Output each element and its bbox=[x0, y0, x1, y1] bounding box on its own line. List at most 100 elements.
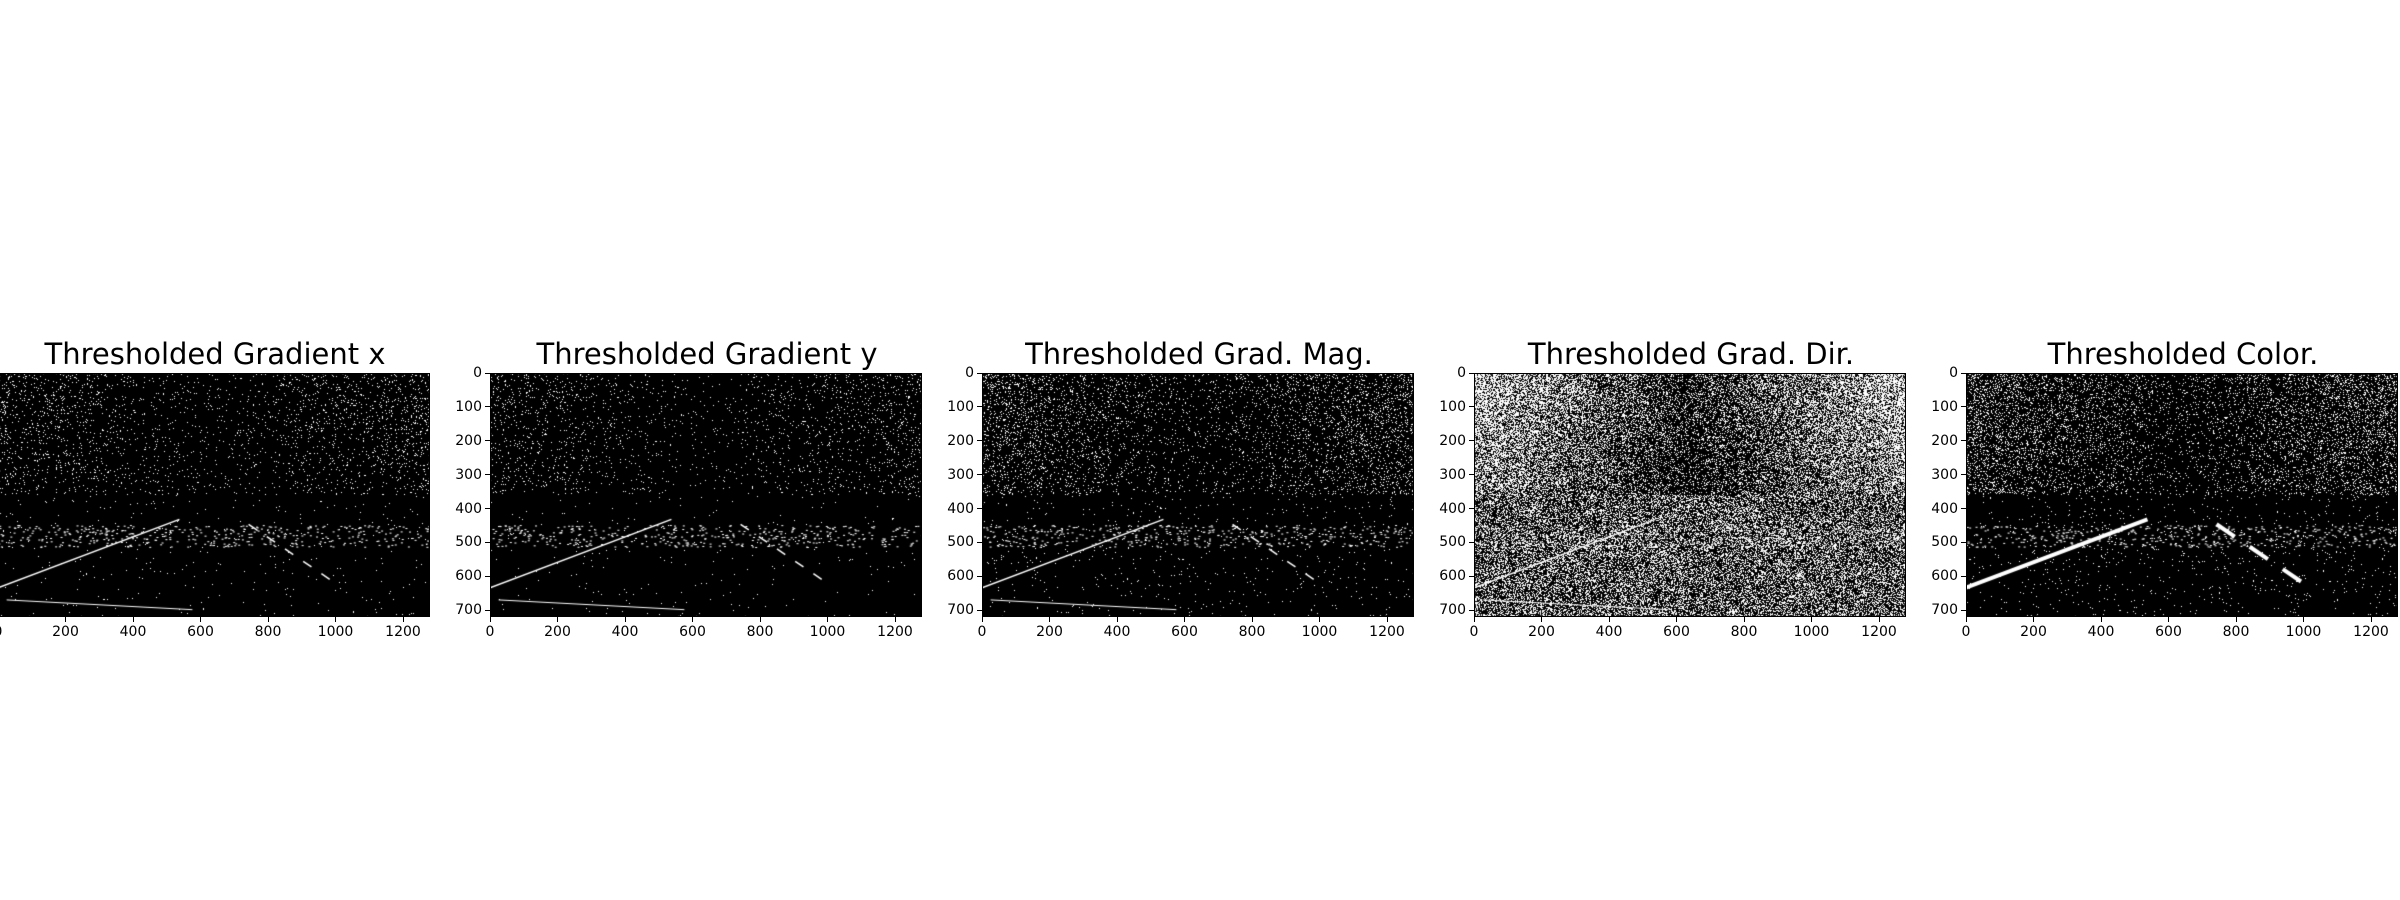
y-tick-label: 200 bbox=[455, 432, 482, 449]
y-tick bbox=[1961, 609, 1966, 611]
y-tick bbox=[977, 508, 982, 510]
image-canvas bbox=[490, 373, 922, 617]
image-canvas bbox=[982, 373, 1414, 617]
x-tick bbox=[557, 617, 558, 622]
x-tick-label: 200 bbox=[52, 624, 79, 640]
y-tick-label: 500 bbox=[1439, 534, 1466, 551]
y-tick bbox=[1469, 508, 1474, 510]
x-tick bbox=[1743, 617, 1745, 622]
x-tick-label: 200 bbox=[544, 624, 571, 640]
y-tick-label: 0 bbox=[1457, 365, 1466, 381]
image-canvas bbox=[0, 373, 430, 617]
y-tick bbox=[977, 406, 982, 408]
y-tick bbox=[1469, 406, 1474, 408]
y-tick bbox=[977, 541, 982, 543]
x-tick bbox=[1608, 617, 1610, 622]
x-tick-label: 0 bbox=[485, 624, 495, 640]
y-tick bbox=[485, 406, 490, 408]
x-tick-label: 1200 bbox=[877, 624, 913, 640]
y-tick-label: 700 bbox=[947, 602, 974, 619]
y-tick bbox=[485, 474, 490, 476]
x-tick bbox=[894, 617, 896, 622]
y-tick-label: 600 bbox=[1931, 568, 1958, 585]
x-tick-label: 1200 bbox=[2353, 624, 2389, 640]
x-tick bbox=[2100, 617, 2102, 622]
x-tick-label: 200 bbox=[1036, 624, 1063, 640]
y-tick bbox=[485, 575, 490, 577]
y-tick-label: 200 bbox=[1439, 432, 1466, 449]
x-tick-label: 1000 bbox=[317, 624, 354, 640]
x-tick-label: 1200 bbox=[1369, 624, 1405, 640]
image-canvas bbox=[1966, 373, 2398, 617]
x-tick-label: 0 bbox=[1469, 624, 1479, 640]
y-tick bbox=[977, 609, 982, 611]
thresholded-image bbox=[0, 373, 430, 617]
x-tick-label: 0 bbox=[977, 624, 987, 640]
x-tick bbox=[132, 617, 134, 622]
x-tick-label: 1000 bbox=[1793, 624, 1830, 640]
x-tick bbox=[2168, 617, 2169, 622]
x-tick-label: 800 bbox=[254, 624, 282, 640]
y-tick bbox=[1961, 406, 1966, 408]
x-tick bbox=[1319, 617, 1320, 622]
y-tick-label: 0 bbox=[965, 365, 974, 381]
x-tick-label: 400 bbox=[2087, 624, 2115, 640]
x-tick bbox=[2370, 617, 2372, 622]
thresholded-image bbox=[1966, 373, 2398, 617]
y-tick bbox=[1961, 474, 1966, 476]
y-tick-label: 300 bbox=[1931, 466, 1958, 483]
panel-title: Thresholded Grad. Mag. bbox=[1025, 337, 1373, 371]
panel-title: Thresholded Color. bbox=[2047, 337, 2319, 371]
y-tick-label: 600 bbox=[455, 568, 482, 585]
x-tick-label: 600 bbox=[2155, 624, 2182, 640]
y-tick bbox=[485, 508, 490, 510]
x-tick bbox=[2033, 617, 2034, 622]
y-tick-label: 0 bbox=[473, 365, 482, 381]
x-tick bbox=[981, 617, 983, 622]
y-tick bbox=[977, 372, 982, 374]
y-tick bbox=[485, 440, 490, 442]
y-tick bbox=[1469, 372, 1474, 374]
x-tick bbox=[489, 617, 491, 622]
x-tick bbox=[1878, 617, 1880, 622]
x-tick-label: 800 bbox=[1730, 624, 1758, 640]
x-tick bbox=[1184, 617, 1185, 622]
x-tick bbox=[65, 617, 66, 622]
x-tick-label: 200 bbox=[2020, 624, 2047, 640]
x-tick-label: 400 bbox=[119, 624, 147, 640]
x-tick bbox=[1541, 617, 1542, 622]
x-tick bbox=[827, 617, 828, 622]
y-tick bbox=[485, 541, 490, 543]
y-tick-label: 400 bbox=[947, 500, 974, 517]
y-tick-label: 700 bbox=[1931, 602, 1958, 619]
x-tick bbox=[1116, 617, 1118, 622]
thresholded-image bbox=[1474, 373, 1906, 617]
y-tick-label: 100 bbox=[1439, 398, 1466, 415]
x-tick bbox=[1473, 617, 1475, 622]
y-tick-label: 600 bbox=[947, 568, 974, 585]
y-tick bbox=[485, 609, 490, 611]
x-tick bbox=[624, 617, 626, 622]
x-tick-label: 800 bbox=[1238, 624, 1266, 640]
y-tick bbox=[1961, 541, 1966, 543]
x-tick bbox=[335, 617, 336, 622]
thresholded-image bbox=[982, 373, 1414, 617]
x-tick-label: 800 bbox=[746, 624, 774, 640]
x-tick bbox=[402, 617, 404, 622]
panel-title: Thresholded Grad. Dir. bbox=[1527, 337, 1855, 371]
x-tick-label: 800 bbox=[2222, 624, 2250, 640]
y-tick bbox=[1961, 575, 1966, 577]
x-tick bbox=[1251, 617, 1253, 622]
x-tick-label: 1200 bbox=[1861, 624, 1897, 640]
y-tick-label: 200 bbox=[1931, 432, 1958, 449]
y-tick-label: 300 bbox=[947, 466, 974, 483]
y-tick-label: 700 bbox=[1439, 602, 1466, 619]
x-tick bbox=[200, 617, 201, 622]
image-canvas bbox=[1474, 373, 1906, 617]
x-tick-label: 1000 bbox=[809, 624, 846, 640]
y-tick-label: 200 bbox=[947, 432, 974, 449]
y-tick-label: 0 bbox=[1949, 365, 1958, 381]
x-tick-label: 600 bbox=[187, 624, 214, 640]
x-tick bbox=[2235, 617, 2237, 622]
x-tick-label: 600 bbox=[1663, 624, 1690, 640]
